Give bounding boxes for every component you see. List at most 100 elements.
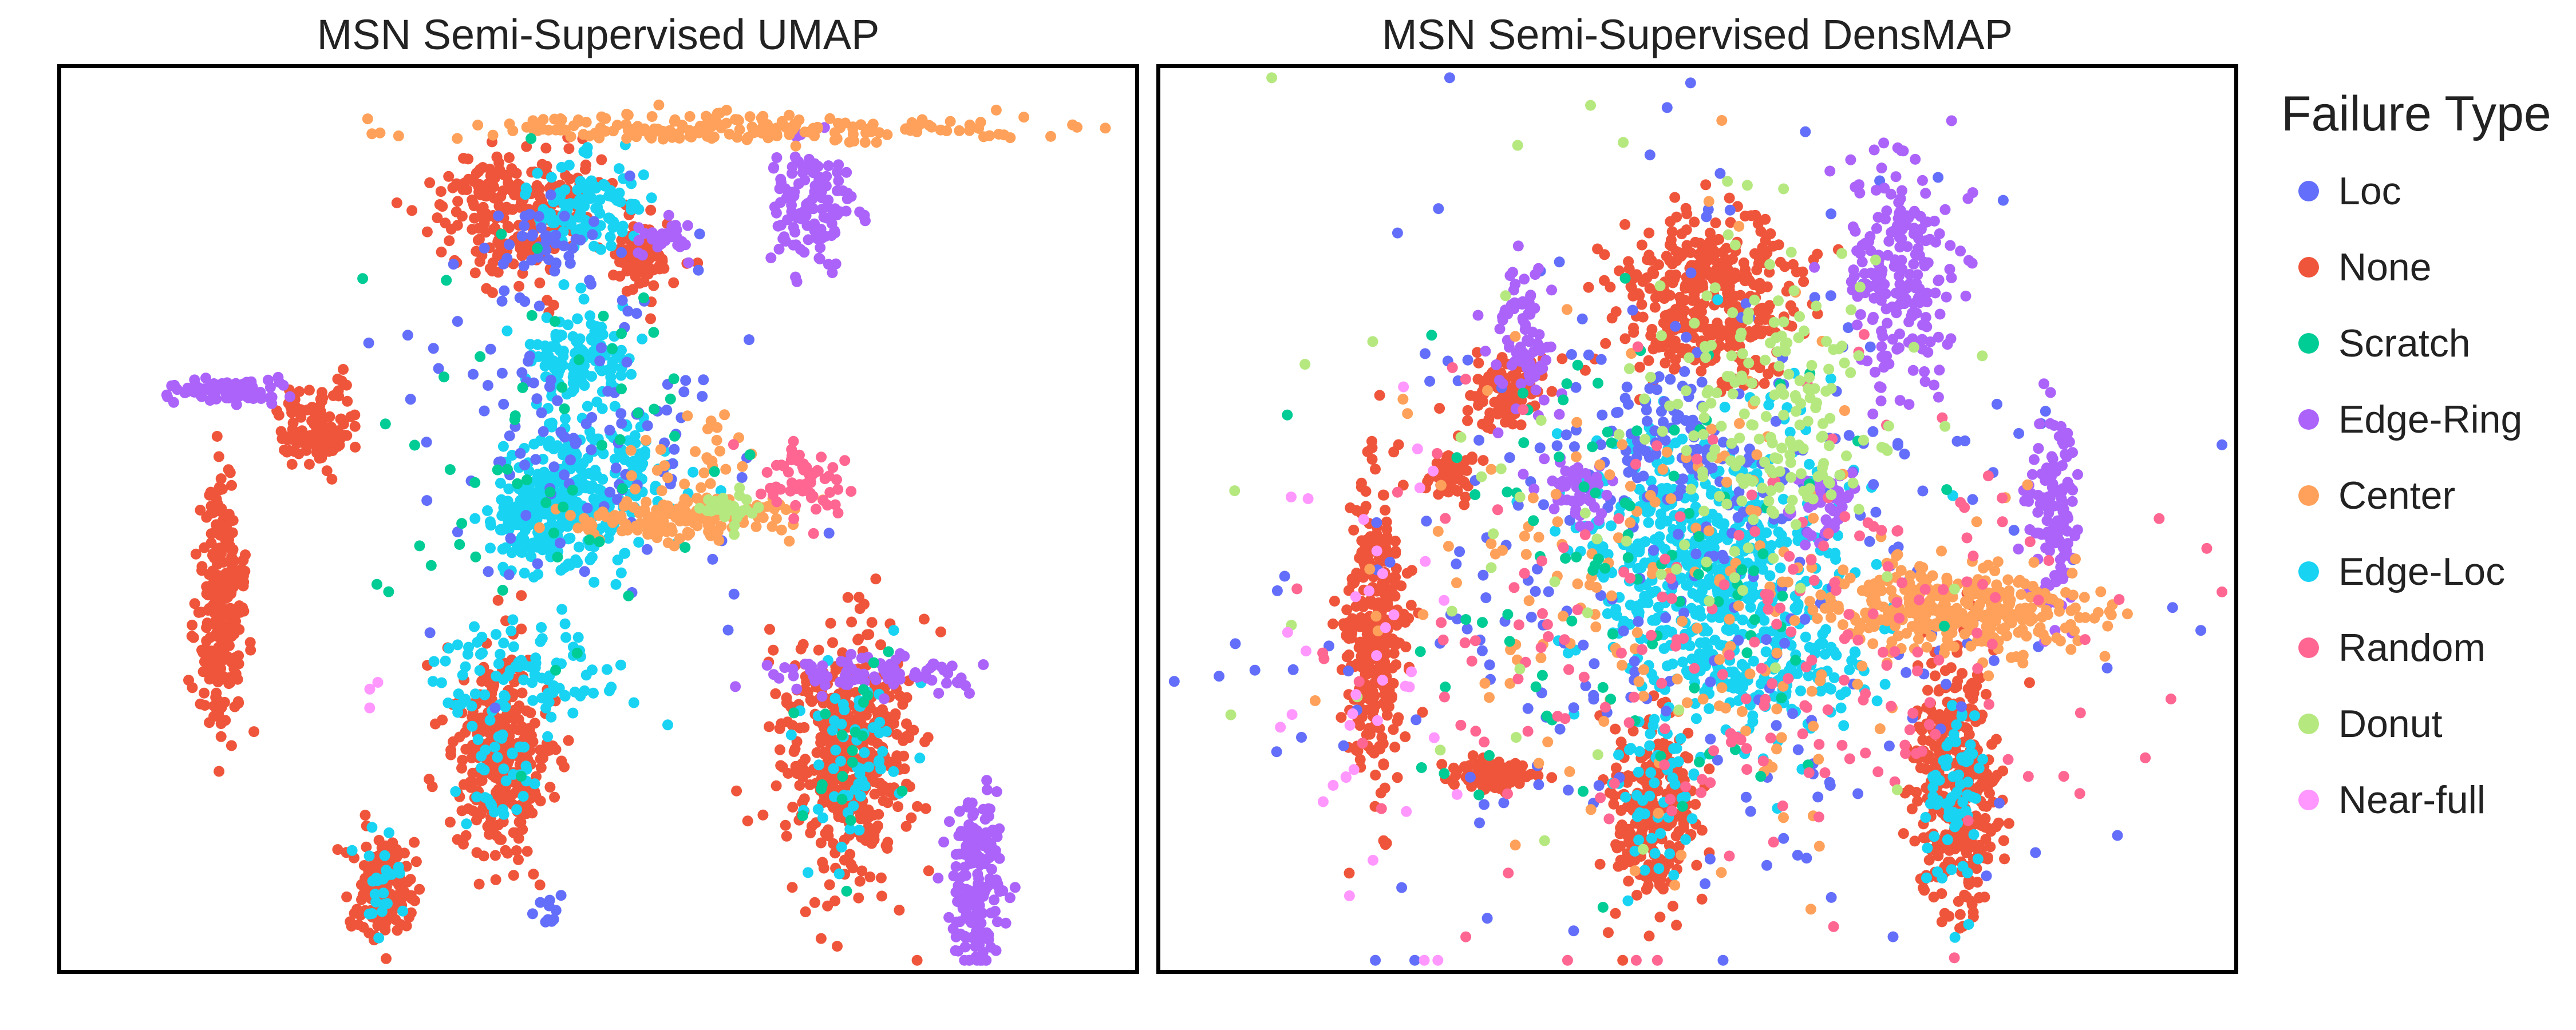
point-center (784, 536, 795, 547)
point-edge-loc (467, 720, 478, 732)
point-none (596, 154, 607, 165)
point-none (314, 401, 325, 412)
point-loc (528, 377, 539, 389)
point-scratch (517, 382, 528, 393)
point-edge-ring (782, 214, 793, 225)
point-none (540, 142, 552, 154)
point-scratch (679, 542, 691, 553)
point-none (224, 467, 236, 478)
point-edge-ring (679, 239, 691, 251)
point-none (1628, 322, 1639, 334)
point-random (808, 528, 819, 539)
point-none (912, 801, 923, 812)
point-center (640, 434, 651, 446)
point-none (469, 212, 480, 224)
point-none (1636, 299, 1647, 310)
point-none (1625, 856, 1637, 867)
point-loc (520, 510, 532, 521)
point-none (1352, 746, 1364, 756)
point-none (878, 781, 889, 792)
point-center (935, 124, 946, 136)
point-edge-loc (535, 636, 546, 647)
point-scratch (496, 228, 507, 240)
point-none (315, 448, 327, 459)
point-center (625, 445, 637, 456)
point-edge-loc (397, 905, 409, 917)
point-edge-loc (619, 548, 630, 559)
point-none (1933, 850, 1944, 862)
point-loc (515, 447, 526, 459)
point-center (651, 504, 662, 516)
point-edge-loc (572, 184, 583, 196)
point-none (1356, 535, 1368, 546)
point-edge-loc (520, 189, 531, 200)
point-none (825, 781, 836, 793)
point-center (550, 124, 562, 136)
point-center (724, 129, 735, 140)
point-scratch (475, 351, 486, 362)
point-edge-ring (990, 945, 1002, 956)
point-none (349, 421, 361, 432)
point-none (837, 647, 848, 659)
point-none (1664, 255, 1676, 266)
point-none (1670, 354, 1681, 366)
point-scratch (598, 310, 609, 322)
point-scratch (469, 477, 481, 488)
point-edge-ring (990, 874, 1002, 886)
point-none (856, 865, 868, 877)
point-edge-ring (774, 183, 785, 195)
point-edge-loc (844, 823, 856, 835)
point-none (1691, 859, 1702, 871)
densmap-plot-title: MSN Semi-Supervised DensMAP (1381, 11, 2013, 58)
point-loc (514, 292, 526, 303)
point-random (761, 467, 773, 478)
point-edge-ring (809, 186, 820, 197)
point-edge-ring (761, 660, 773, 671)
point-none (1634, 362, 1645, 373)
point-loc (559, 431, 570, 443)
point-edge-loc (605, 185, 617, 196)
point-edge-loc (372, 875, 384, 886)
point-edge-loc (578, 146, 590, 157)
point-edge-loc (580, 215, 591, 226)
point-none (395, 919, 406, 930)
point-center (702, 423, 713, 435)
point-edge-loc (471, 791, 483, 803)
point-none (1671, 211, 1682, 223)
point-edge-ring (994, 853, 1005, 864)
point-edge-loc (607, 222, 619, 233)
point-none (770, 688, 781, 699)
point-none (1667, 901, 1678, 912)
point-none (1981, 688, 1992, 700)
point-none (900, 731, 912, 742)
point-loc (504, 430, 515, 442)
point-none (1377, 489, 1389, 501)
point-none (853, 892, 864, 904)
point-none (894, 690, 906, 702)
point-none (201, 581, 212, 592)
point-edge-ring (809, 218, 820, 229)
point-center (776, 524, 787, 536)
point-edge-ring (646, 233, 658, 245)
point-none (189, 598, 200, 609)
point-none (216, 673, 228, 684)
point-scratch (616, 328, 627, 339)
point-none (214, 766, 225, 777)
point-none (1473, 357, 1484, 369)
point-edge-ring (968, 807, 979, 818)
point-edge-loc (366, 908, 378, 919)
point-scratch (492, 464, 503, 476)
point-none (900, 821, 912, 832)
point-none (1654, 912, 1666, 923)
point-none (1753, 252, 1765, 263)
point-edge-loc (503, 521, 515, 532)
point-edge-loc (582, 453, 594, 464)
point-none (503, 152, 515, 163)
point-edge-ring (663, 209, 674, 221)
point-edge-ring (208, 379, 220, 390)
point-none (187, 619, 198, 631)
point-edge-loc (606, 364, 617, 375)
point-edge-ring (819, 680, 831, 691)
point-none (875, 872, 887, 884)
point-edge-loc (442, 697, 454, 708)
